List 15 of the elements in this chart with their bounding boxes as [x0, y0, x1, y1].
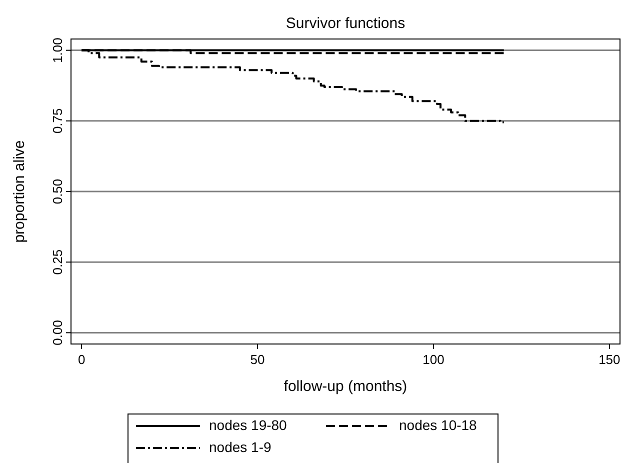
x-tick-label: 0 — [78, 352, 86, 367]
y-tick-label: 0.75 — [50, 108, 65, 134]
legend-label: nodes 1-9 — [209, 439, 272, 455]
legend-label: nodes 19-80 — [209, 417, 288, 433]
y-tick-label: 0.50 — [50, 178, 65, 204]
y-tick-label: 0.00 — [50, 320, 65, 346]
x-tick-label: 100 — [422, 352, 444, 367]
x-tick-label: 50 — [250, 352, 265, 367]
legend-label: nodes 10-18 — [399, 417, 478, 433]
chart-title: Survivor functions — [286, 15, 406, 32]
x-axis-title: follow-up (months) — [284, 378, 408, 395]
y-axis-title: proportion alive — [11, 140, 28, 243]
y-tick-label: 0.25 — [50, 249, 65, 275]
y-tick-label: 1.00 — [50, 38, 65, 63]
x-tick-label: 150 — [598, 352, 620, 367]
